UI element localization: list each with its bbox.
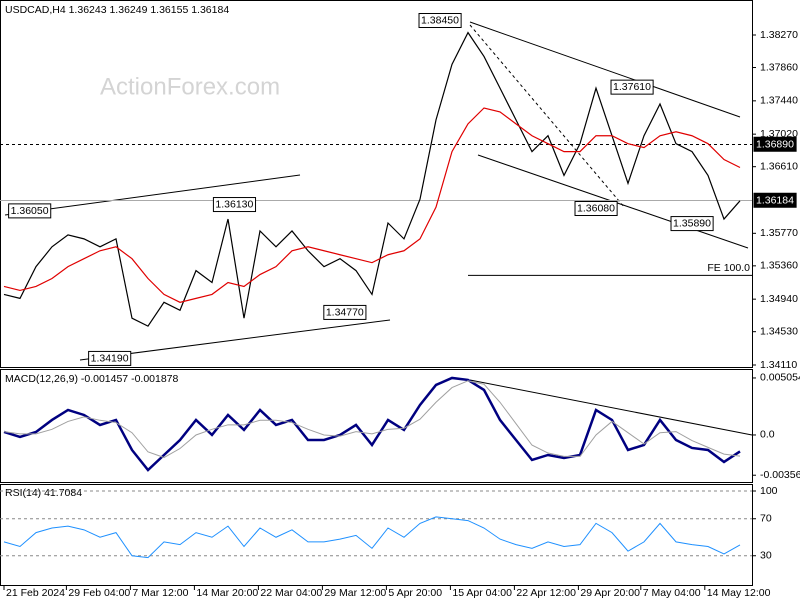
price-annotation-box <box>323 304 367 320</box>
price-level-label-box <box>753 192 797 208</box>
y-tick-label: 0.005054 <box>760 372 800 384</box>
y-tick-label: -0.003569 <box>760 469 800 481</box>
x-tick-label: 22 Mar 04:00 <box>260 587 322 599</box>
series-line <box>3 376 741 472</box>
y-tick-label: 30 <box>760 550 772 562</box>
trendline <box>4 174 301 216</box>
y-tick-label: 1.35770 <box>760 227 798 239</box>
price-annotation-box <box>610 79 654 95</box>
y-tick-label: 1.37440 <box>760 95 798 107</box>
series-line <box>3 107 741 303</box>
y-tick-label: 1.38270 <box>760 29 798 41</box>
trendline <box>469 21 741 118</box>
y-tick-label: 1.36610 <box>760 160 798 172</box>
y-tick-label: 1.34940 <box>760 293 798 305</box>
x-tick-label: 29 Feb 04:00 <box>68 587 130 599</box>
x-tick-label: 7 Mar 12:00 <box>132 587 188 599</box>
x-tick-label: 5 Apr 20:00 <box>388 587 442 599</box>
series-line <box>3 516 741 559</box>
price-level-label-box <box>753 136 797 152</box>
watermark: ActionForex.com <box>100 73 280 100</box>
x-tick-label: 22 Apr 12:00 <box>516 587 576 599</box>
trendline <box>469 24 626 209</box>
y-tick-label: 1.34530 <box>760 325 798 337</box>
price-annotation: 1.35890 <box>673 218 711 230</box>
series-line <box>3 31 741 327</box>
y-tick-label: 1.34110 <box>760 359 797 371</box>
y-tick-label: 0.0 <box>760 429 775 441</box>
price-level-label: 1.36890 <box>756 138 794 150</box>
y-tick-label: 1.37860 <box>760 61 798 73</box>
price-annotation: 1.36050 <box>11 205 49 217</box>
price-annotation: 1.36130 <box>215 199 253 211</box>
trendlines <box>4 21 753 436</box>
x-tick-label: 21 Feb 2024 <box>6 587 65 599</box>
chart-title: USDCAD,H4 1.36243 1.36249 1.36155 1.3618… <box>5 4 229 16</box>
series-line <box>3 380 741 459</box>
price-annotation-box <box>670 216 714 232</box>
price-annotation: 1.34770 <box>326 306 364 318</box>
x-tick-label: 29 Apr 20:00 <box>580 587 640 599</box>
rsi-panel <box>0 484 753 586</box>
price-annotation-box <box>212 197 257 213</box>
rsi-title: RSI(14) 41.7084 <box>5 487 82 499</box>
macd-title: MACD(12,26,9) -0.001457 -0.001878 <box>5 373 179 385</box>
price-annotation: 1.34190 <box>91 352 129 364</box>
x-tick-label: 14 Mar 20:00 <box>196 587 258 599</box>
price-annotation-box <box>418 13 462 29</box>
x-tick-label: 14 May 12:00 <box>707 587 771 599</box>
x-tick-label: 7 May 04:00 <box>643 587 701 599</box>
fe-level-label: FE 100.0 <box>707 262 750 274</box>
x-tick-label: 29 Mar 12:00 <box>324 587 386 599</box>
price-level-label: 1.36184 <box>756 194 794 206</box>
x-tick-label: 15 Apr 04:00 <box>452 587 512 599</box>
y-tick-label: 1.35360 <box>760 260 798 272</box>
price-annotation-box <box>574 201 618 217</box>
y-tick-label: 70 <box>760 513 772 525</box>
price-annotation-box <box>8 203 52 219</box>
macd-panel <box>0 369 753 483</box>
price-annotation-box <box>88 350 132 366</box>
price-annotation: 1.36080 <box>577 203 615 215</box>
y-tick-label: 100 <box>760 485 778 497</box>
macd-trendline <box>469 379 753 436</box>
trendline <box>79 319 391 361</box>
price-annotation: 1.38450 <box>421 15 459 27</box>
price-annotation: 1.37610 <box>613 81 651 93</box>
price-panel <box>0 0 753 368</box>
